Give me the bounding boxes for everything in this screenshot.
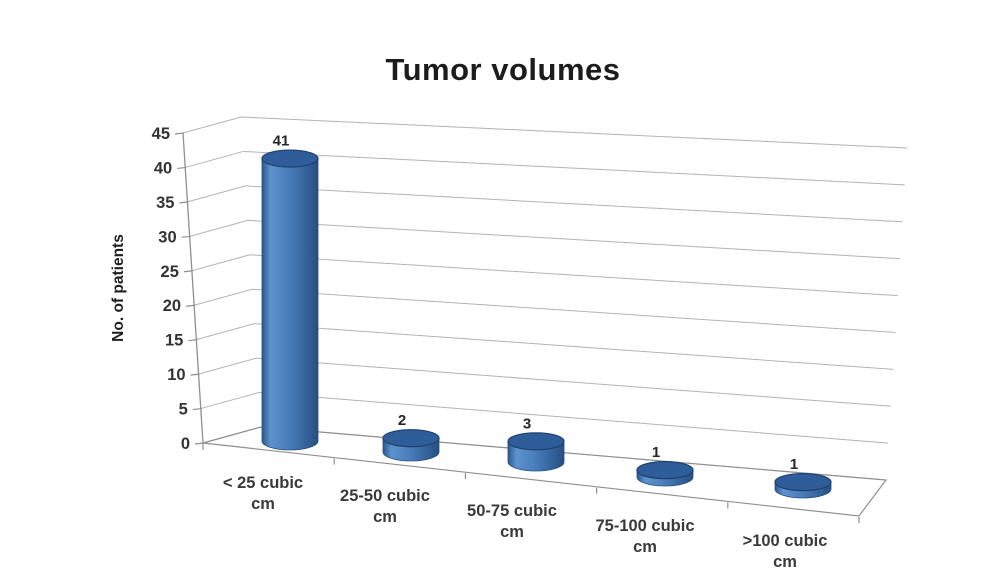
gridline [185,150,905,186]
y-tick [194,442,205,445]
y-tick-label: 45 [152,125,170,143]
y-tick-label: 15 [165,332,183,350]
chart-title: Tumor volumes [385,52,621,87]
y-tick [183,270,193,273]
y-tick [186,304,196,307]
gridline [198,357,891,407]
gridline [200,392,889,444]
data-label: 41 [273,133,290,150]
x-category-label: 75-100 cubic cm [595,517,694,556]
data-label: 1 [790,456,798,473]
y-tick-label: 30 [158,228,176,246]
y-tick-label: 10 [167,366,185,384]
bar-cylinder [774,473,832,499]
gridline [193,288,896,333]
data-label: 3 [523,415,531,432]
y-tick-label: 35 [156,194,174,212]
gridline [196,323,894,370]
x-category-label: 25-50 cubic cm [340,487,430,526]
x-category-label: 50-75 cubic cm [467,502,557,541]
data-label: 2 [398,412,406,429]
y-tick [179,201,189,204]
y-tick [192,407,202,411]
bar-cylinder [261,149,319,451]
y-tick-label: 20 [163,297,181,315]
y-tick-label: 0 [181,435,190,453]
y-tick [190,373,200,376]
y-tick [188,339,198,342]
gridline [189,219,901,260]
bar-cylinder [636,461,694,487]
y-tick [181,235,191,238]
y-tick [174,132,185,135]
y-axis [182,132,204,444]
bar-cylinder [382,429,440,462]
bar-cylinder [507,432,565,472]
y-tick-label: 5 [179,401,188,419]
x-category-label: >100 cubic cm [743,532,828,568]
data-label: 1 [652,444,660,461]
y-tick-label: 25 [161,263,179,281]
gridline [191,254,898,297]
gridline [187,185,903,223]
y-tick [177,166,187,170]
x-category-label: < 25 cubic cm [223,474,303,513]
y-tick-label: 40 [154,159,172,177]
gridline [182,116,908,149]
